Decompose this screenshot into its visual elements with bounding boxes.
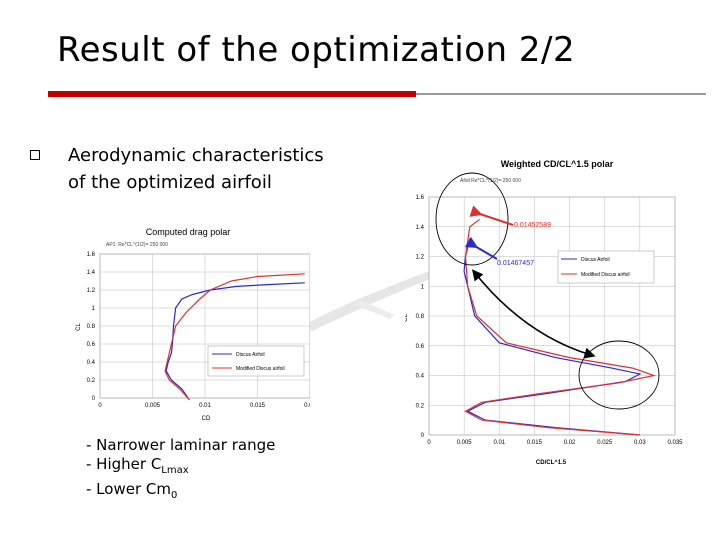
y-tick-label: 0 [92, 396, 96, 402]
x-tick-label: 0.03 [634, 440, 646, 446]
y-tick-label: 0.2 [87, 378, 96, 384]
bullet-line-2: of the optimized airfoil [68, 172, 272, 193]
annotation-circle-bottom [578, 340, 660, 410]
y-tick-label: 1.2 [416, 255, 425, 261]
y-tick-label: 1.4 [87, 270, 96, 276]
x-tick-label: 0 [427, 440, 431, 446]
y-tick-label: 0.6 [87, 342, 96, 348]
weighted-polar-chart: Weighted CD/CL^1.5 polar Afoil Re*CL^(1/… [405, 159, 684, 466]
chart2-legend-discus: Discus Airfoil [581, 257, 610, 263]
x-tick-label: 0.005 [145, 403, 161, 409]
x-tick-label: 0 [98, 403, 102, 409]
title-underline-rule [416, 93, 706, 95]
y-tick-label: 0.6 [416, 344, 425, 350]
conclusion-notes: - Narrower laminar range - Higher CLmax … [86, 436, 275, 505]
chart1-legend-discus: Discus Airfoil [236, 352, 265, 358]
x-tick-label: 0.025 [597, 440, 613, 446]
annotation-red-value: 0.01452589 [514, 222, 551, 229]
chart1-subtitle: AP1: Re*CL^(1/2)= 250 000 [106, 242, 168, 248]
x-tick-label: 0.02 [304, 403, 310, 409]
chart1-grid [99, 253, 310, 399]
chart1-series [164, 273, 305, 401]
chart1-xlabel: CD [202, 416, 211, 422]
chart1-legend: Discus Airfoil Modified Discus airfoil [207, 345, 305, 377]
y-tick-label: 1 [92, 306, 96, 312]
chart2-series [463, 218, 657, 436]
chart2-title: Weighted CD/CL^1.5 polar [501, 159, 614, 169]
series-line-1 [164, 273, 305, 401]
note-cm0-subscript: 0 [170, 490, 178, 501]
y-tick-label: 1.6 [416, 195, 425, 201]
chart1-title: Computed drag polar [146, 227, 231, 237]
x-tick-label: 0.035 [667, 440, 683, 446]
y-tick-label: 0.8 [416, 314, 425, 320]
series-line-0 [165, 282, 305, 401]
y-tick-label: 0 [421, 433, 425, 439]
x-tick-label: 0.01 [493, 440, 505, 446]
bullet-square-icon [30, 150, 40, 160]
annotation-arrow-black [471, 269, 596, 359]
note-higher-clmax: - Higher CLmax [86, 455, 275, 480]
y-tick-label: 0.8 [87, 324, 96, 330]
title-underline-accent [48, 91, 416, 97]
x-tick-label: 0.005 [457, 440, 473, 446]
bullet-text: Aerodynamic characteristics of the optim… [68, 142, 324, 196]
annotation-circle-top [435, 172, 509, 266]
chart2-legend: Discus Airfoil Modified Discus airfoil [557, 250, 655, 284]
note-clmax-subscript: Lmax [161, 465, 189, 476]
y-tick-label: 1 [421, 284, 425, 290]
chart2-legend-modified: Modified Discus airfoil [581, 272, 630, 278]
y-tick-label: 1.4 [416, 225, 425, 231]
x-tick-label: 0.015 [250, 403, 266, 409]
chart2-subtitle: Afoil Re*CL^(1/2)= 250 000 [460, 178, 521, 184]
y-tick-label: 0.4 [87, 360, 96, 366]
y-tick-label: 0.4 [416, 374, 425, 380]
glider-watermark-icon [305, 265, 445, 331]
series-line-1 [464, 218, 657, 436]
chart2-xlabel: CD/CL^1.5 [536, 460, 567, 466]
annotation-blue-value: 0.01467457 [497, 260, 534, 267]
note-lower-cm0: - Lower Cm0 [86, 480, 275, 505]
bullet-line-1: Aerodynamic characteristics [68, 145, 324, 166]
x-tick-label: 0.02 [564, 440, 576, 446]
chart2-grid [428, 196, 676, 436]
series-line-0 [463, 238, 642, 436]
y-tick-label: 1.2 [87, 288, 96, 294]
annotation-arrow-red [469, 205, 514, 226]
chart1-ylabel: CL [76, 323, 82, 331]
note-lower-cm0-text: - Lower Cm [86, 480, 171, 498]
chart2-ylabel: CL [405, 314, 409, 322]
y-tick-label: 1.6 [87, 252, 96, 258]
y-tick-label: 0.2 [416, 403, 425, 409]
slide-title: Result of the optimization 2/2 [57, 30, 576, 70]
x-tick-label: 0.015 [527, 440, 543, 446]
annotation-arrow-blue [464, 236, 498, 260]
x-tick-label: 0.01 [199, 403, 211, 409]
chart2-ticks: 0 0.005 0.01 0.015 0.02 0.025 0.03 0.035 0 0.2 0.4… [416, 195, 684, 446]
drag-polar-chart: Computed drag polar AP1: Re*CL^(1/2)= 25… [76, 227, 310, 422]
chart1-legend-modified: Modified Discus airfoil [236, 366, 285, 372]
chart1-ticks: 0 0.005 0.01 0.015 0.02 0 0.2 0.4 0.6 0.8 1 1.2 1.4 1… [87, 252, 310, 409]
note-higher-clmax-text: - Higher C [86, 455, 162, 473]
note-narrower-laminar: - Narrower laminar range [86, 436, 276, 454]
